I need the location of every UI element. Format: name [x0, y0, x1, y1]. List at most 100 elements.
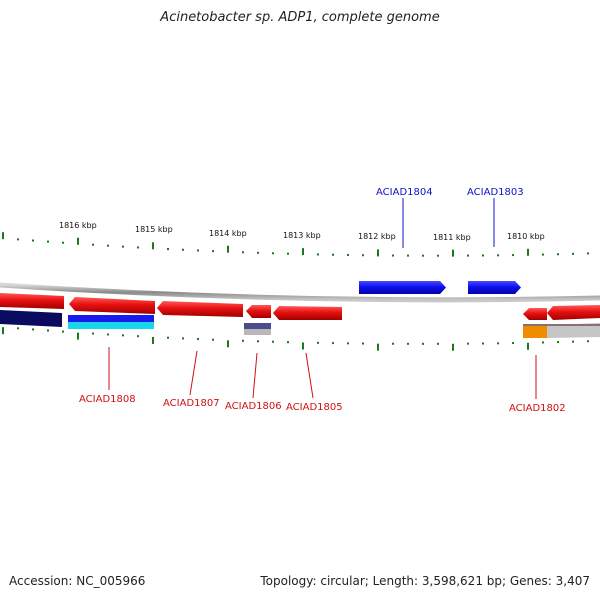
major-tick [302, 342, 304, 350]
minor-tick [122, 334, 124, 337]
minor-tick [167, 336, 169, 339]
label-ACIAD1806: ACIAD1806 [225, 401, 282, 412]
minor-tick [347, 342, 349, 345]
minor-tick [92, 243, 94, 246]
scale-label-1810: 1810 kbp [507, 232, 545, 241]
minor-tick [587, 252, 589, 255]
minor-tick [317, 341, 319, 344]
minor-tick [557, 253, 559, 256]
label-ACIAD1804: ACIAD1804 [376, 187, 433, 198]
minor-tick [437, 342, 439, 345]
minor-tick [182, 248, 184, 251]
minor-tick [47, 240, 49, 243]
minor-tick [407, 254, 409, 257]
feature-bar-slate [244, 323, 271, 329]
minor-tick [542, 341, 544, 344]
minor-tick [332, 253, 334, 256]
minor-tick [362, 342, 364, 345]
gene-ACIAD1803[interactable] [468, 281, 521, 294]
minor-tick [107, 244, 109, 247]
label-ACIAD1802: ACIAD1802 [509, 403, 566, 414]
major-tick [527, 342, 529, 350]
minor-tick [557, 341, 559, 344]
minor-tick [512, 342, 514, 345]
feature-bar-navy [0, 310, 62, 327]
minor-tick [287, 341, 289, 344]
label-ACIAD1805: ACIAD1805 [286, 402, 343, 413]
minor-tick [107, 333, 109, 336]
minor-tick [272, 340, 274, 343]
map-title: Acinetobacter sp. ADP1, complete genome [160, 10, 440, 25]
scale-label-1814: 1814 kbp [209, 229, 247, 238]
minor-tick [257, 251, 259, 254]
feature-bar-grey-small [244, 329, 271, 335]
minor-tick [242, 339, 244, 342]
minor-tick [542, 253, 544, 256]
minor-tick [332, 342, 334, 345]
minor-tick [62, 330, 64, 333]
major-tick [152, 242, 154, 250]
minor-tick [167, 248, 169, 251]
feature-bar-orange [523, 326, 547, 338]
minor-tick [242, 251, 244, 254]
minor-tick [122, 245, 124, 248]
scale-label-1811: 1811 kbp [433, 233, 471, 242]
minor-tick [422, 342, 424, 345]
minor-tick [137, 246, 139, 249]
minor-tick [62, 241, 64, 244]
major-tick [2, 232, 4, 240]
minor-tick [497, 342, 499, 345]
major-tick [302, 248, 304, 256]
minor-tick [482, 254, 484, 257]
minor-tick [512, 254, 514, 257]
minor-tick [212, 250, 214, 253]
minor-tick [32, 328, 34, 331]
minor-tick [407, 342, 409, 345]
feature-bar-blue [68, 315, 154, 322]
gene-right-edge[interactable] [547, 305, 600, 320]
minor-tick [392, 342, 394, 345]
inner-scale-ticks [2, 327, 589, 351]
gene-ACIAD1806[interactable] [246, 305, 271, 318]
minor-tick [197, 338, 199, 341]
gene-ACIAD1802[interactable] [523, 308, 547, 320]
minor-tick [572, 340, 574, 343]
gene-ACIAD1805[interactable] [273, 306, 342, 320]
minor-tick [422, 254, 424, 257]
major-tick [377, 343, 379, 351]
minor-tick [92, 332, 94, 335]
feature-bar-brown [523, 324, 600, 326]
major-tick [152, 336, 154, 344]
gene-ACIAD1807[interactable] [157, 301, 243, 317]
minor-tick [467, 342, 469, 345]
major-tick [77, 332, 79, 340]
scale-label-1815: 1815 kbp [135, 225, 173, 234]
minor-tick [467, 254, 469, 257]
minor-tick [272, 252, 274, 255]
topology-summary: Topology: circular; Length: 3,598,621 bp… [260, 574, 590, 588]
minor-tick [572, 252, 574, 255]
major-tick [452, 343, 454, 351]
label-ACIAD1807: ACIAD1807 [163, 398, 220, 409]
minor-tick [362, 254, 364, 257]
major-tick [227, 340, 229, 348]
scale-label-1812: 1812 kbp [358, 232, 396, 241]
gene-ACIAD1804[interactable] [359, 281, 446, 294]
minor-tick [347, 254, 349, 257]
minor-tick [17, 238, 19, 241]
minor-tick [437, 254, 439, 257]
gene-ACIAD1808[interactable] [69, 297, 155, 314]
gene-left-edge[interactable] [0, 293, 64, 309]
major-tick [452, 249, 454, 257]
minor-tick [197, 249, 199, 252]
major-tick [2, 327, 4, 335]
major-tick [77, 237, 79, 245]
label-ACIAD1803: ACIAD1803 [467, 187, 524, 198]
minor-tick [497, 254, 499, 257]
minor-tick [32, 239, 34, 242]
minor-tick [317, 253, 319, 256]
minor-tick [392, 254, 394, 257]
scale-label-1813: 1813 kbp [283, 231, 321, 240]
major-tick [227, 245, 229, 253]
